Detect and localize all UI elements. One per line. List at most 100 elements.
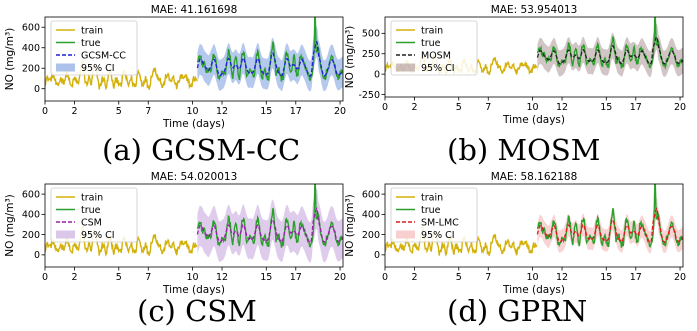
series-train-line <box>45 59 198 91</box>
x-tick-label: 7 <box>145 106 151 117</box>
caption-c: (c) CSM <box>137 294 257 328</box>
x-tick-label: 10 <box>526 272 538 283</box>
legend-swatch-ci <box>396 63 415 72</box>
x-tick-label: 0 <box>382 102 388 113</box>
x-tick-label: 0 <box>42 272 48 283</box>
x-tick-label: 7 <box>145 272 151 283</box>
series-true-line <box>536 184 683 248</box>
plot-frame <box>44 16 344 102</box>
legend-label: 95% CI <box>81 230 115 241</box>
x-tick-label: 12 <box>556 102 568 113</box>
legend-label: train <box>81 192 103 203</box>
plot-area <box>45 17 343 92</box>
x-tick-label: 10 <box>186 272 198 283</box>
y-axis-label: NO (mg/m³) <box>4 194 16 257</box>
x-tick-label: 15 <box>260 106 272 117</box>
y-axis-label: NO (mg/m³) <box>344 26 356 89</box>
x-tick-label: 17 <box>290 106 302 117</box>
series-prediction-line <box>196 207 343 244</box>
series-prediction-line <box>536 35 683 65</box>
legend-label: GCSM-CC <box>81 50 126 61</box>
legend-label: CSM <box>81 217 102 228</box>
plot-frame <box>384 183 684 268</box>
y-tick-label: 0 <box>374 250 380 261</box>
legend-label: SM-LMC <box>421 217 459 228</box>
series-prediction-line <box>196 40 343 78</box>
x-tick-label: 15 <box>600 102 612 113</box>
y-tick-label: 200 <box>362 230 380 241</box>
series-train-line <box>45 225 198 257</box>
y-tick-label: 400 <box>22 43 40 54</box>
x-tick-label: 15 <box>600 272 612 283</box>
x-tick-label: 2 <box>71 272 77 283</box>
caption-d: (d) GPRN <box>447 294 588 328</box>
legend-label: true <box>81 38 101 49</box>
y-tick-label: 600 <box>22 189 40 200</box>
legend-swatch-ci <box>56 63 75 72</box>
legend-box <box>390 20 478 76</box>
legend-label: true <box>81 205 101 216</box>
x-axis-label: Time (days) <box>162 284 225 296</box>
x-tick-label: 2 <box>411 272 417 283</box>
x-tick-label: 2 <box>411 102 417 113</box>
legend-label: true <box>421 38 441 49</box>
y-axis-label: NO (mg/m³) <box>4 28 16 91</box>
y-tick-label: 250 <box>362 49 380 60</box>
x-tick-label: 2 <box>71 106 77 117</box>
plot-frame <box>384 16 684 98</box>
caption-b: (b) MOSM <box>447 133 601 167</box>
y-tick-label: 400 <box>362 210 380 221</box>
legend-label: train <box>421 192 443 203</box>
y-tick-label: 600 <box>362 189 380 200</box>
y-tick-label: 500 <box>362 29 380 40</box>
x-tick-label: 10 <box>186 106 198 117</box>
y-tick-label: 0 <box>34 84 40 95</box>
y-tick-label: 400 <box>22 210 40 221</box>
series-train-line <box>385 225 538 257</box>
legend-label: 95% CI <box>421 230 455 241</box>
y-tick-label: 0 <box>34 250 40 261</box>
chart-title: MAE: 41.161698 <box>151 4 238 16</box>
x-tick-label: 5 <box>116 106 122 117</box>
caption-a: (a) GCSM-CC <box>102 133 301 167</box>
plot-frame <box>44 183 344 268</box>
y-tick-label: 200 <box>22 64 40 75</box>
legend-label: true <box>421 205 441 216</box>
legend-box <box>50 187 138 243</box>
legend-label: 95% CI <box>81 63 115 74</box>
x-tick-label: 20 <box>674 102 686 113</box>
chart-title: MAE: 58.162188 <box>491 171 578 183</box>
chart-title: MAE: 53.954013 <box>491 4 578 16</box>
x-tick-label: 15 <box>260 272 272 283</box>
legend-swatch-ci <box>56 230 75 239</box>
series-prediction-line <box>536 207 683 244</box>
y-axis-label: NO (mg/m³) <box>344 194 356 257</box>
legend-box <box>390 187 478 243</box>
y-tick-label: 600 <box>22 23 40 34</box>
y-tick-label: 200 <box>22 230 40 241</box>
x-tick-label: 7 <box>485 102 491 113</box>
x-tick-label: 17 <box>290 272 302 283</box>
x-axis-label: Time (days) <box>502 114 565 126</box>
y-tick-label: 0 <box>374 69 380 80</box>
chart-title: MAE: 54.020013 <box>151 171 238 183</box>
legend-box <box>50 20 138 76</box>
legend-swatch-ci <box>396 230 415 239</box>
x-tick-label: 20 <box>674 272 686 283</box>
legend-label: train <box>81 25 103 36</box>
x-tick-label: 12 <box>556 272 568 283</box>
x-tick-label: 17 <box>630 102 642 113</box>
legend-label: 95% CI <box>421 63 455 74</box>
x-tick-label: 12 <box>216 106 228 117</box>
x-tick-label: 10 <box>526 102 538 113</box>
x-axis-label: Time (days) <box>162 118 225 130</box>
x-tick-label: 20 <box>334 272 346 283</box>
y-tick-label: -250 <box>358 90 380 101</box>
legend-label: train <box>421 25 443 36</box>
plot-area <box>385 184 683 257</box>
